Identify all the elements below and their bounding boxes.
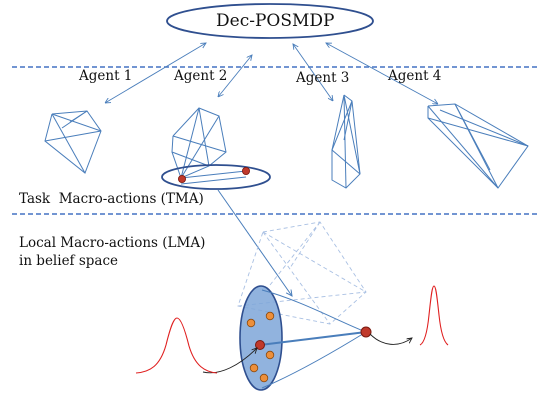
lma-start-node [255, 340, 265, 350]
final-belief-curve [419, 285, 449, 346]
belief-particles [246, 311, 275, 383]
dec-posmdp-ellipse [166, 3, 374, 39]
arrow-agent-1 [105, 43, 206, 103]
incoming-arrow [202, 348, 257, 374]
agent-3-label: Agent 3 [296, 70, 350, 86]
tma-label: Task Macro-actions (TMA) [19, 191, 204, 207]
belief-ellipse [239, 285, 283, 391]
agent-1-label: Agent 1 [79, 68, 133, 84]
agent-4-label: Agent 4 [388, 68, 442, 84]
lma-funnel [259, 289, 367, 389]
agent-2-label: Agent 2 [174, 68, 228, 84]
dec-posmdp-title: Dec-POSMDP [216, 11, 335, 31]
arrow-agent-2 [218, 55, 252, 97]
tma-ellipse [161, 164, 271, 190]
arrow-agent-4 [326, 43, 438, 104]
tma-to-lma-arrow [217, 189, 292, 296]
agent-1-graph [44, 110, 102, 174]
initial-belief-curve [135, 317, 218, 374]
tma-node-end [241, 166, 250, 175]
lma-label-line2: in belief space [19, 253, 119, 269]
lma-label-line1: Local Macro-actions (LMA) [19, 235, 206, 251]
lma-end-node [360, 326, 372, 338]
tma-node-start [177, 174, 186, 183]
agent-4-graph [427, 103, 529, 189]
agent-2-graph [171, 107, 247, 185]
outgoing-arrow [369, 333, 412, 345]
agent-3-graph [331, 94, 361, 189]
